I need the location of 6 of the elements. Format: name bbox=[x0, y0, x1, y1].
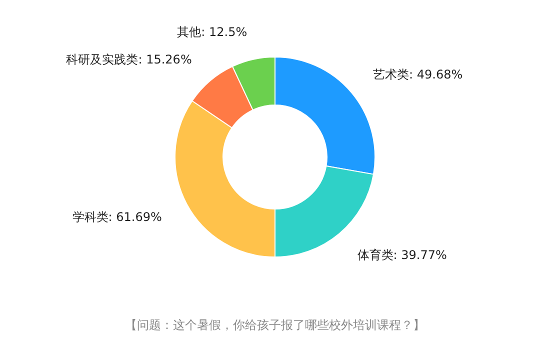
text: 【问题：这个暑假，你给孩子报了哪些校外培训课程？】 bbox=[125, 318, 425, 332]
slice-label: 艺术类: 49.68% bbox=[373, 68, 463, 82]
slice-label: 其他: 12.5% bbox=[177, 25, 248, 40]
slice-label: 体育类: 39.77% bbox=[357, 248, 447, 262]
slice-label: 学科类: 61.69% bbox=[72, 210, 162, 224]
slice-label: 科研及实践类: 15.26% bbox=[66, 52, 192, 67]
